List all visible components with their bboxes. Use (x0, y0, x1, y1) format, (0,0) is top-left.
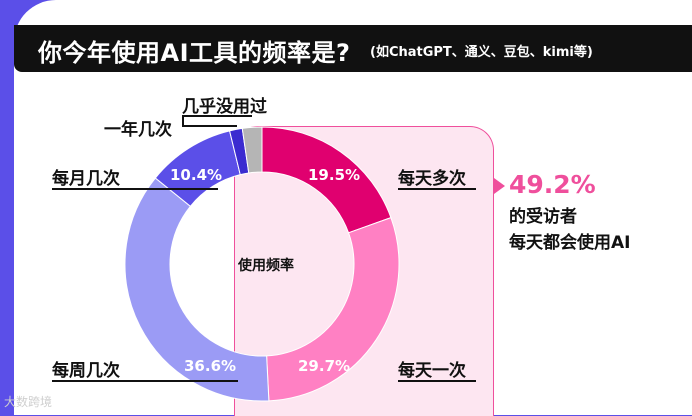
highlight-caption-line2: 每天都会使用AI (509, 233, 631, 253)
slice-label-rarely: 几乎没用过 (182, 97, 267, 117)
slice-label-daily-once: 每天一次 (398, 361, 466, 381)
leader-line-daily-once (398, 380, 476, 382)
slice-label-daily-multiple: 每天多次 (398, 169, 466, 189)
leader-line-yearly (182, 125, 237, 127)
leader-line-weekly (52, 380, 238, 382)
donut-slice-1 (266, 216, 400, 402)
donut-center-label: 使用频率 (238, 258, 294, 274)
donut-slice-2 (124, 177, 270, 402)
leader-line-rarely (182, 115, 252, 117)
highlight-caption: 的受访者 每天都会使用AI (509, 204, 630, 256)
slice-label-monthly: 每月几次 (52, 169, 120, 189)
donut-slice-5 (241, 126, 263, 174)
pointer-arrow-icon (494, 178, 505, 194)
slice-label-yearly: 一年几次 (104, 120, 172, 140)
highlight-caption-line1: 的受访者 (509, 207, 577, 227)
title-banner: 你今年使用AI工具的频率是? (如ChatGPT、通义、豆包、kimi等) (14, 25, 692, 72)
slice-label-weekly: 每周几次 (52, 361, 120, 381)
chart-title: 你今年使用AI工具的频率是? (38, 39, 351, 67)
chart-subtitle: (如ChatGPT、通义、豆包、kimi等) (370, 45, 593, 60)
watermark-logo: 大数跨境 (4, 395, 53, 409)
slice-value-monthly: 10.4% (170, 166, 223, 184)
slice-value-daily-multiple: 19.5% (308, 166, 361, 184)
leader-line-daily-multiple (398, 188, 476, 190)
slice-value-weekly: 36.6% (184, 357, 237, 375)
leader-line-monthly (52, 188, 218, 190)
leader-line-yearly-vertical (182, 115, 184, 125)
slice-value-daily-once: 29.7% (298, 357, 351, 375)
highlight-percent: 49.2% (509, 170, 596, 199)
